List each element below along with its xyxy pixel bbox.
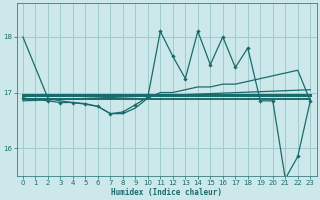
X-axis label: Humidex (Indice chaleur): Humidex (Indice chaleur) bbox=[111, 188, 222, 197]
